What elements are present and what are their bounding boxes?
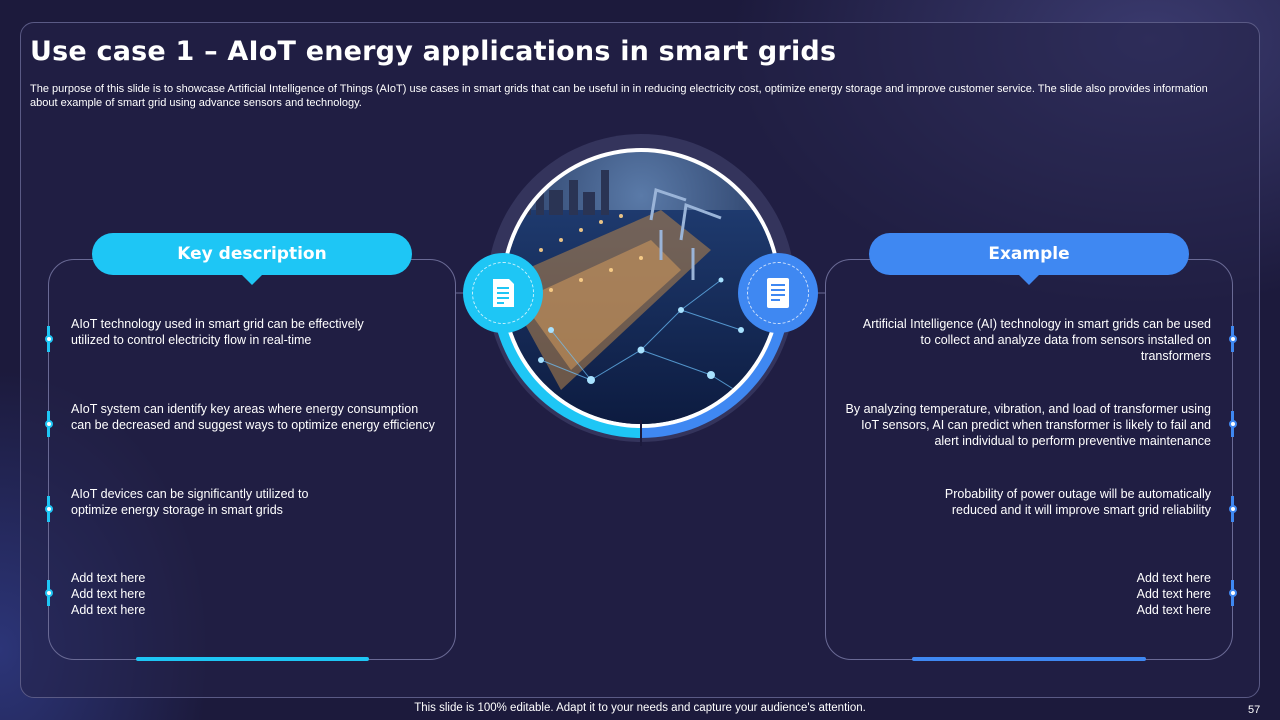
example-item: Add text here Add text here Add text her… [1136, 571, 1211, 617]
key-description-item: AIoT devices can be significantly utiliz… [71, 487, 309, 517]
report-icon [767, 278, 789, 308]
key-description-heading: Key description [92, 233, 412, 285]
example-item: By analyzing temperature, vibration, and… [845, 402, 1211, 448]
timeline-dot [1229, 335, 1237, 343]
timeline-dot [1229, 420, 1237, 428]
key-description-item: AIoT system can identify key areas where… [71, 402, 435, 432]
example-item: Artificial Intelligence (AI) technology … [862, 317, 1211, 363]
key-description-item: Add text here Add text here Add text her… [71, 571, 146, 617]
example-heading: Example [869, 233, 1189, 285]
timeline-dot [1229, 589, 1237, 597]
key-description-item: AIoT technology used in smart grid can b… [71, 317, 364, 347]
timeline-dot [45, 335, 53, 343]
timeline-dot [1229, 505, 1237, 513]
slide-footer: This slide is 100% editable. Adapt it to… [414, 702, 866, 714]
panel-accent-bar [136, 657, 369, 661]
slide-subtitle: The purpose of this slide is to showcase… [30, 83, 1208, 109]
timeline-dot [45, 420, 53, 428]
smart-grid-image [487, 134, 795, 446]
report-icon-badge [738, 253, 818, 333]
example-item: Probability of power outage will be auto… [944, 487, 1211, 517]
panel-accent-bar [912, 657, 1146, 661]
document-icon [493, 279, 514, 307]
slide-title: Use case 1 – AIoT energy applications in… [30, 36, 837, 67]
timeline-dot [45, 589, 53, 597]
timeline-dot [45, 505, 53, 513]
page-number: 57 [1248, 704, 1261, 716]
document-icon-badge [463, 253, 543, 333]
